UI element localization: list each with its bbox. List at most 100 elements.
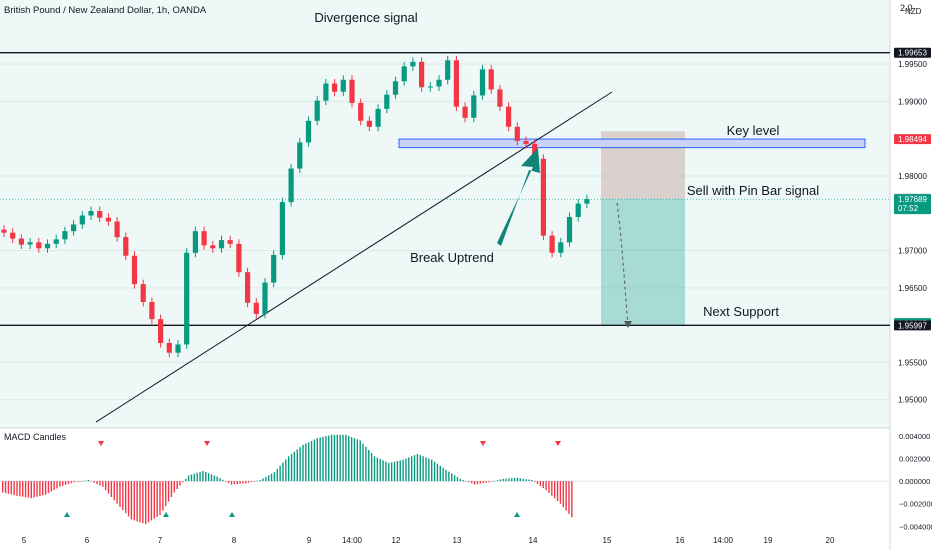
candle[interactable]	[558, 237, 564, 258]
macd-bar	[199, 471, 201, 482]
time-tick-label: 20	[826, 536, 835, 545]
candle[interactable]	[419, 57, 425, 92]
candle[interactable]	[262, 278, 268, 319]
candle[interactable]	[340, 75, 346, 97]
candle-body	[471, 95, 477, 118]
candle[interactable]	[97, 206, 103, 223]
macd-bar	[10, 481, 12, 495]
candle[interactable]	[453, 55, 459, 112]
candle[interactable]	[514, 122, 520, 146]
candle[interactable]	[462, 102, 468, 123]
candle[interactable]	[36, 237, 42, 253]
candle[interactable]	[332, 79, 338, 97]
candle-body	[1, 229, 7, 233]
candle[interactable]	[236, 239, 242, 277]
candle[interactable]	[44, 239, 51, 253]
macd-bar	[333, 434, 336, 482]
candle-body	[401, 66, 407, 82]
candle[interactable]	[53, 234, 59, 249]
macd-bar	[142, 481, 144, 524]
candle[interactable]	[566, 212, 573, 247]
candle[interactable]	[549, 231, 555, 258]
candle[interactable]	[488, 64, 494, 94]
candle[interactable]	[427, 82, 433, 92]
candle[interactable]	[1, 225, 7, 238]
candle[interactable]	[401, 61, 407, 86]
candle[interactable]	[175, 340, 181, 358]
candle[interactable]	[358, 98, 364, 126]
candle[interactable]	[375, 104, 381, 132]
candle[interactable]	[584, 194, 590, 209]
candle[interactable]	[192, 226, 198, 258]
candle[interactable]	[10, 228, 16, 244]
candle[interactable]	[71, 219, 77, 236]
candle[interactable]	[575, 199, 581, 222]
candle[interactable]	[323, 79, 329, 106]
candle[interactable]	[384, 90, 390, 114]
macd-bar	[433, 461, 436, 482]
macd-bar	[16, 481, 18, 496]
candle[interactable]	[245, 267, 251, 308]
candle[interactable]	[105, 213, 111, 226]
candle[interactable]	[271, 250, 277, 288]
candle[interactable]	[149, 297, 155, 324]
macd-bar	[553, 481, 556, 499]
candle[interactable]	[349, 75, 355, 108]
candle[interactable]	[540, 154, 546, 241]
candle[interactable]	[201, 226, 207, 250]
candle[interactable]	[288, 164, 294, 207]
price-tag-label: 1.95997	[898, 321, 927, 330]
candle[interactable]	[88, 206, 94, 220]
candle-body	[166, 342, 172, 353]
candle[interactable]	[471, 90, 477, 123]
candle-body	[62, 231, 68, 240]
macd-bar	[170, 481, 173, 497]
candle-body	[558, 242, 564, 253]
candle[interactable]	[497, 85, 503, 112]
candle[interactable]	[227, 235, 233, 249]
candle[interactable]	[18, 234, 24, 250]
candle[interactable]	[523, 136, 529, 149]
candle[interactable]	[218, 235, 225, 253]
candle-body	[462, 106, 468, 118]
candle[interactable]	[314, 96, 320, 126]
macd-bar	[519, 478, 522, 482]
candle-body	[279, 202, 285, 256]
candle-body	[340, 79, 346, 92]
macd-bar	[116, 481, 118, 504]
macd-bar	[308, 442, 310, 482]
candle[interactable]	[392, 76, 399, 100]
candle[interactable]	[305, 116, 312, 147]
candle[interactable]	[410, 57, 416, 71]
candle[interactable]	[27, 237, 33, 250]
candle[interactable]	[158, 314, 164, 348]
macd-bar	[145, 481, 147, 525]
candle[interactable]	[445, 55, 451, 85]
macd-bar	[13, 481, 15, 496]
candle[interactable]	[297, 137, 303, 173]
candle[interactable]	[62, 226, 68, 244]
candle[interactable]	[366, 116, 372, 132]
candle[interactable]	[166, 338, 172, 358]
candle-body	[218, 240, 225, 249]
macd-bar	[405, 458, 407, 482]
time-tick-label: 14:00	[713, 536, 734, 545]
candle[interactable]	[140, 279, 146, 307]
candle[interactable]	[79, 211, 85, 229]
macd-bar	[110, 481, 113, 497]
buy-signal-icon	[163, 512, 169, 517]
candle[interactable]	[253, 298, 259, 319]
macd-bar	[531, 480, 533, 482]
candle[interactable]	[210, 240, 216, 253]
macd-bar	[53, 481, 55, 490]
candle[interactable]	[479, 64, 486, 100]
candle[interactable]	[279, 197, 285, 260]
candle[interactable]	[114, 216, 120, 242]
candle[interactable]	[436, 75, 442, 91]
candle[interactable]	[184, 248, 190, 349]
candle[interactable]	[131, 251, 138, 289]
candle[interactable]	[506, 102, 512, 132]
candle[interactable]	[123, 232, 129, 261]
